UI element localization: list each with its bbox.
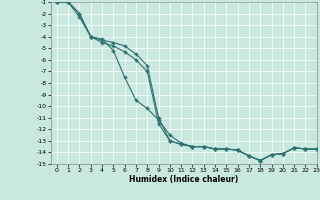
X-axis label: Humidex (Indice chaleur): Humidex (Indice chaleur) (129, 175, 239, 184)
